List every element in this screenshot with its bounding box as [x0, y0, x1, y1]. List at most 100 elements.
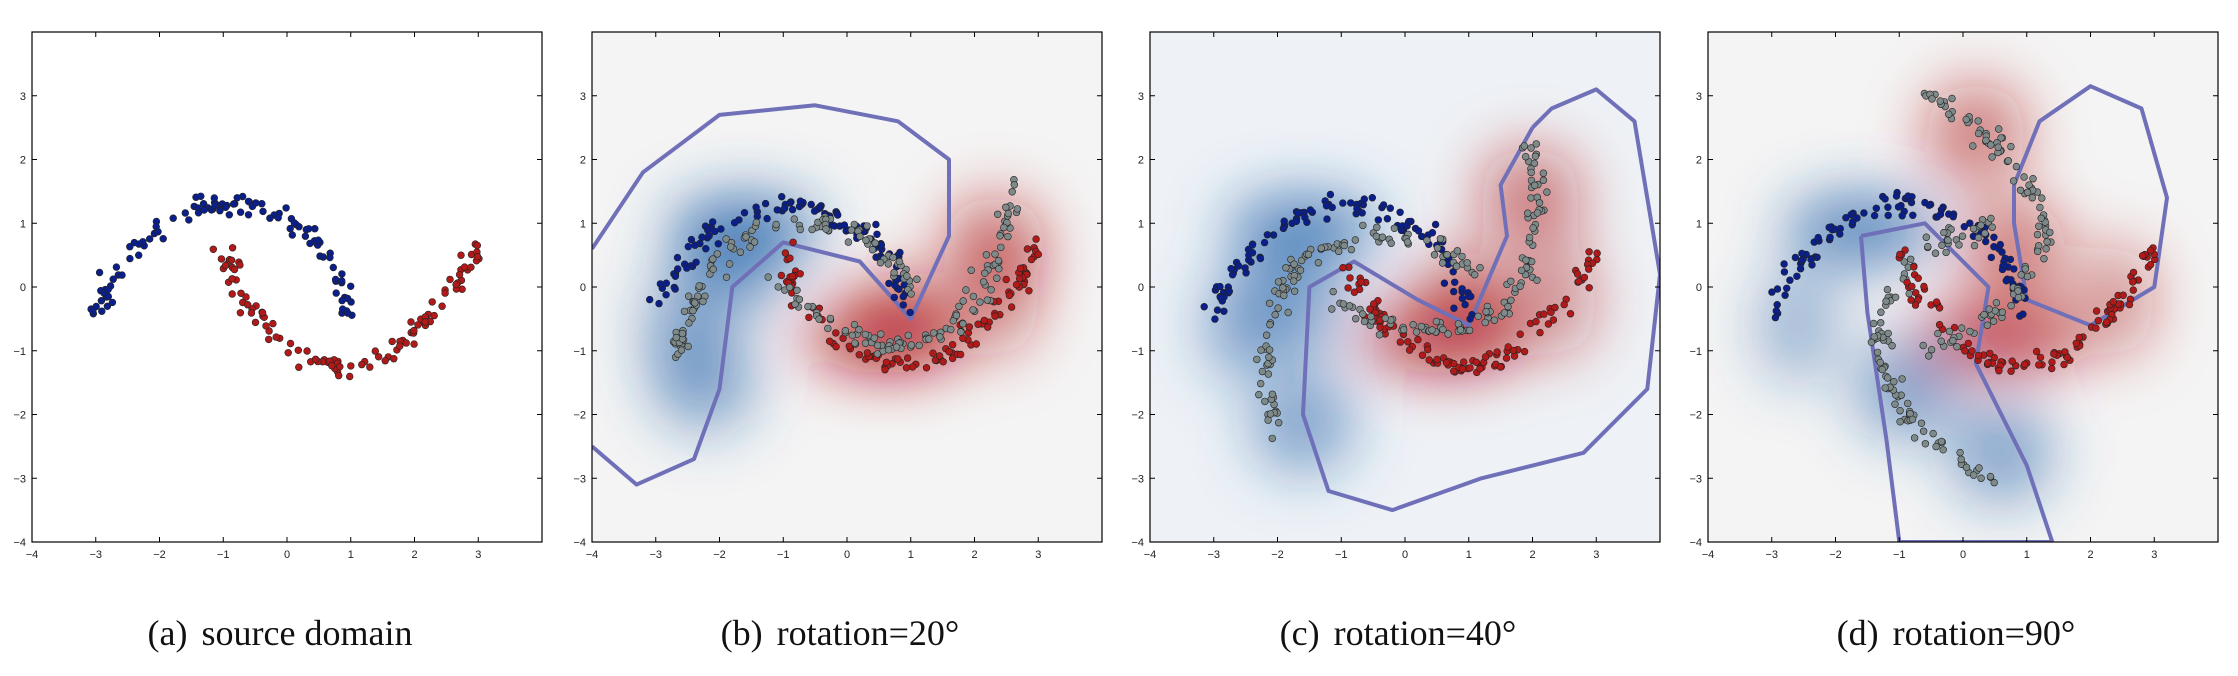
point-source-b	[1007, 303, 1016, 311]
point-source-b	[980, 316, 988, 325]
point-source-a	[1200, 303, 1208, 311]
point-target	[959, 320, 967, 328]
point-source-a	[199, 200, 208, 208]
point-source-b	[2072, 339, 2080, 347]
point-source-a	[1402, 221, 1411, 230]
point-source-a	[899, 292, 907, 301]
point-target	[1296, 266, 1305, 274]
caption-letter: (b)	[720, 613, 763, 653]
point-source-a	[705, 232, 713, 240]
x-tick-label: −2	[1271, 549, 1284, 561]
point-source-a	[181, 209, 190, 217]
x-tick-label: 0	[1402, 549, 1408, 561]
point-target	[691, 299, 699, 307]
point-target	[1360, 317, 1369, 326]
point-target	[2007, 302, 2015, 310]
point-target	[1988, 153, 1996, 161]
point-source-b	[286, 339, 295, 348]
point-target	[1290, 277, 1298, 285]
point-target	[1986, 472, 1995, 481]
point-target	[969, 306, 977, 314]
point-source-b	[294, 346, 302, 354]
point-source-b	[1424, 345, 1432, 354]
point-target	[1956, 448, 1964, 457]
point-target	[1958, 232, 1967, 240]
axes: −4 −3 −2 −1 0 1 2 3 −4 −3 −2 −1 0 1 2 3	[13, 32, 542, 561]
point-target	[851, 339, 859, 347]
point-target	[2033, 230, 2042, 239]
point-source-b	[2146, 260, 2155, 269]
point-source-b	[244, 301, 252, 309]
point-source-b	[1012, 281, 1021, 289]
point-target	[994, 210, 1002, 219]
point-target	[722, 273, 731, 281]
point-target	[1000, 223, 1008, 232]
point-source-b	[336, 363, 344, 371]
point-target	[995, 265, 1003, 273]
y-tick-label: −4	[1131, 537, 1144, 549]
point-target	[793, 286, 801, 294]
point-source-b	[455, 270, 464, 279]
point-target	[2020, 173, 2028, 181]
point-target	[725, 260, 734, 268]
point-source-b	[221, 261, 230, 270]
point-source-a	[252, 199, 260, 207]
point-source-a	[709, 218, 717, 226]
point-target	[1942, 248, 1950, 257]
point-source-a	[730, 219, 739, 227]
point-target	[1390, 224, 1399, 233]
point-source-b	[1450, 367, 1458, 375]
point-target	[1997, 134, 2005, 142]
point-target	[1002, 203, 1010, 212]
point-source-a	[1782, 284, 1791, 292]
point-target	[844, 238, 853, 246]
point-source-b	[237, 289, 245, 297]
point-target	[1329, 287, 1337, 296]
point-source-a	[1414, 227, 1423, 235]
point-target	[1983, 321, 1992, 329]
point-target	[863, 222, 871, 230]
point-source-b	[902, 364, 911, 372]
chart-d: −4 −3 −2 −1 0 1 2 3 −4 −3 −2 −1 0 1 2 3	[1689, 31, 2219, 561]
point-source-a	[873, 230, 881, 239]
point-source-b	[347, 362, 355, 370]
point-target	[871, 239, 879, 247]
point-target	[1304, 250, 1313, 259]
point-target	[1936, 97, 1944, 105]
point-source-b	[1950, 323, 1959, 332]
caption-text: rotation=40°	[1333, 613, 1517, 653]
point-source-b	[974, 320, 982, 328]
point-target	[1452, 262, 1461, 270]
x-tick-label: 1	[1466, 549, 1472, 561]
point-target	[1955, 241, 1963, 249]
point-target	[2043, 238, 2051, 246]
point-target	[1974, 117, 1982, 125]
point-source-a	[258, 200, 266, 208]
y-tick-label: −4	[1689, 537, 1702, 549]
point-source-b	[1914, 274, 1922, 282]
point-target	[991, 250, 999, 258]
y-tick-label: −2	[1689, 410, 1702, 422]
point-source-a	[687, 235, 696, 244]
point-target	[913, 275, 921, 283]
y-tick-label: −2	[573, 410, 586, 422]
point-source-b	[1974, 351, 1983, 360]
point-target	[1465, 326, 1474, 335]
point-target	[873, 341, 882, 350]
point-target	[1937, 437, 1946, 446]
point-target	[1869, 319, 1878, 328]
point-target	[1891, 400, 1899, 408]
point-target	[1925, 352, 1933, 360]
point-target	[695, 282, 703, 290]
point-source-b	[1566, 310, 1575, 318]
y-tick-label: −1	[1131, 346, 1144, 358]
point-source-b	[945, 348, 953, 356]
point-target	[684, 342, 692, 351]
point-source-a	[1450, 304, 1458, 312]
point-target	[1367, 312, 1375, 321]
point-source-a	[1242, 269, 1250, 277]
caption-a: (a) source domain	[0, 612, 560, 654]
point-source-b	[2021, 360, 2029, 368]
point-source-a	[1216, 293, 1225, 302]
point-source-b	[1536, 328, 1544, 337]
